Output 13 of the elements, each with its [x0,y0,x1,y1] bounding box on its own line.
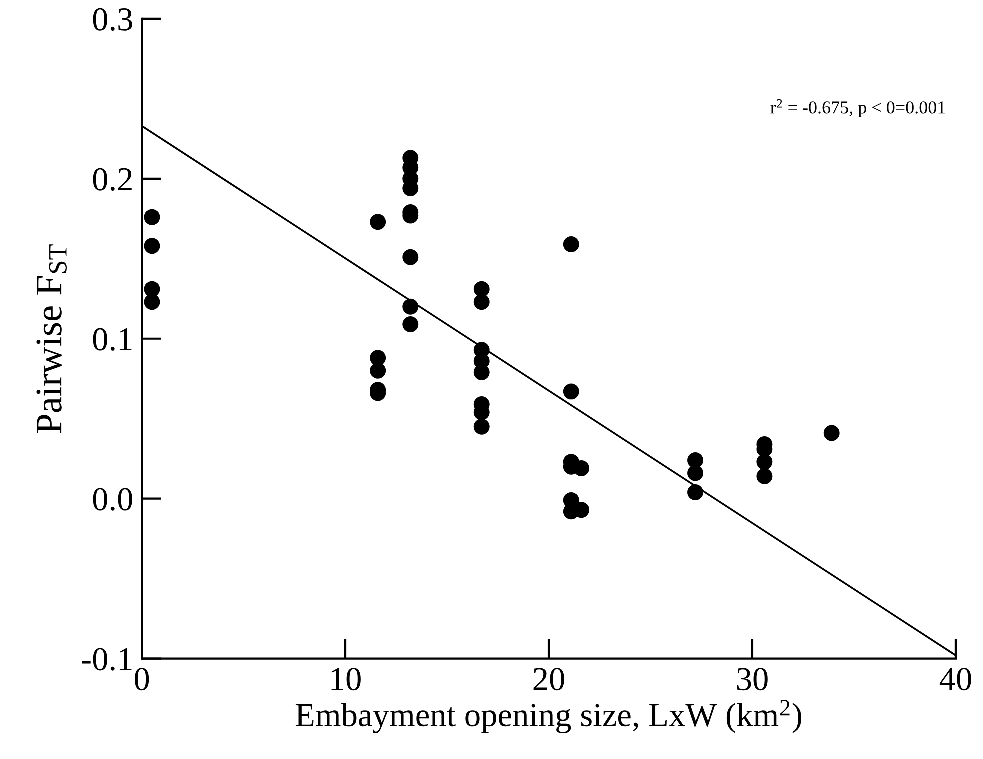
y-tick-label: 0.3 [93,8,132,32]
y-tick-label: -0.1 [82,648,132,671]
y-tick-label: 0.2 [93,168,132,191]
y-tick-label: 0.0 [93,488,132,511]
x-tick-label: 30 [737,668,768,691]
x-tick-label: 20 [534,668,564,691]
x-axis-title: Embayment opening size, LxW (km$^{2}$) [296,700,802,734]
x-tick-label: 10 [332,668,361,691]
y-tick-label: 0.1 [93,328,132,351]
x-tick-label: 40 [940,668,972,691]
y-axis-title: Pairwise F$_{ST}$ [36,244,67,434]
x-tick-label: 0 [134,668,150,691]
annotation: r$^{2}$ = -0.675, p < 0=0.001 [770,99,946,118]
